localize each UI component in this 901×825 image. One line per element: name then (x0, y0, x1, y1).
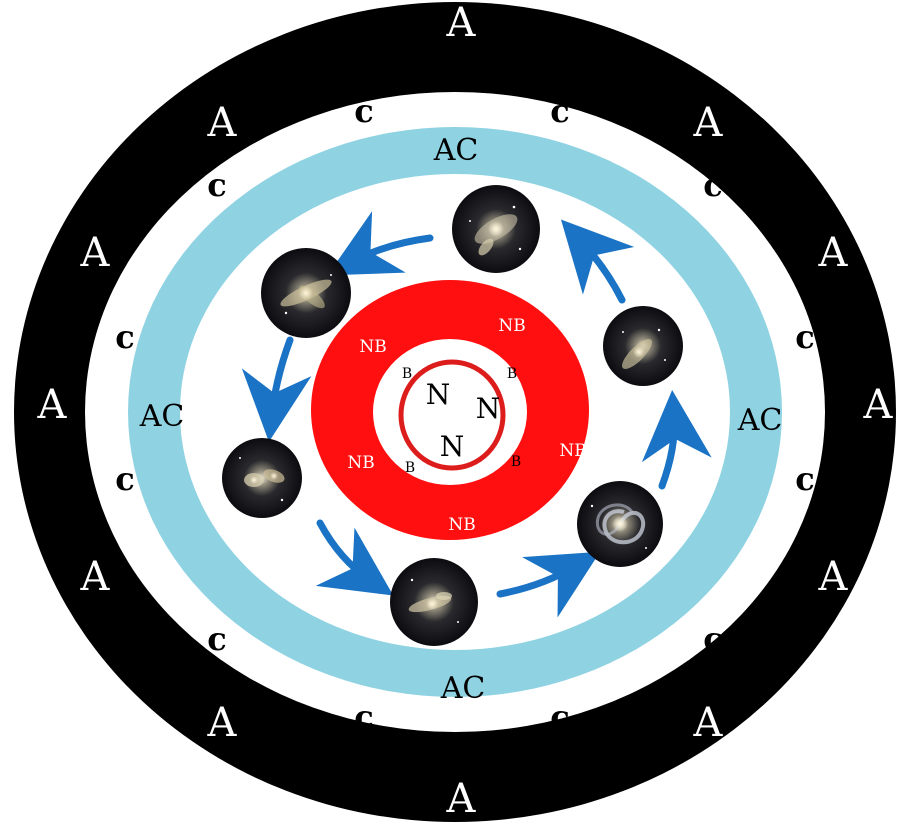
label-nb: NB (347, 453, 374, 473)
n-labels: N N N (426, 378, 501, 463)
label-b: B (405, 460, 415, 476)
label-b: B (511, 454, 521, 470)
arrow-icon (496, 551, 601, 618)
b-labels: B B B B (402, 366, 521, 476)
label-a: A (693, 100, 724, 146)
label-n: N (426, 378, 451, 411)
arrow-icon (560, 219, 635, 304)
label-c: c (795, 318, 814, 356)
label-a: A (693, 700, 724, 746)
label-c: c (795, 460, 814, 498)
label-c: c (207, 620, 226, 658)
label-c: c (703, 620, 722, 658)
label-a: A (446, 776, 477, 822)
galaxy-1-icon (452, 185, 540, 273)
arrow-icon (327, 211, 434, 276)
label-nb: NB (359, 337, 386, 357)
label-a: A (80, 554, 111, 600)
galaxy-5-icon (577, 481, 663, 567)
galaxy-6-icon (390, 558, 478, 646)
label-a: A (80, 230, 111, 276)
ac-labels: AC AC AC AC (139, 133, 783, 706)
label-a: A (207, 700, 238, 746)
label-n: N (440, 430, 465, 463)
a-labels: A A A A A A A A A A A A (37, 0, 894, 822)
label-a: A (37, 382, 68, 428)
label-a: A (818, 554, 849, 600)
label-n: N (476, 392, 501, 425)
label-nb: NB (498, 316, 525, 336)
label-c: c (550, 698, 569, 736)
label-b: B (402, 366, 412, 382)
label-a: A (207, 100, 238, 146)
label-ac: AC (737, 403, 783, 438)
label-a: A (446, 0, 477, 46)
label-ac: AC (433, 133, 479, 168)
arrow-icon (641, 390, 712, 490)
label-c: c (207, 166, 226, 204)
label-c: c (550, 92, 569, 130)
label-a: A (863, 382, 894, 428)
galaxy-4-icon (222, 438, 302, 518)
galaxy-3-icon (603, 306, 683, 386)
label-c: c (354, 92, 373, 130)
label-c: c (703, 166, 722, 204)
label-a: A (818, 230, 849, 276)
label-ac: AC (440, 671, 486, 706)
cycle-arrows (241, 211, 712, 618)
label-c: c (115, 460, 134, 498)
label-nb: NB (448, 515, 475, 535)
label-ac: AC (139, 399, 185, 434)
arrow-icon (315, 519, 394, 596)
label-b: B (507, 366, 517, 382)
label-c: c (354, 698, 373, 736)
label-nb: NB (559, 441, 586, 461)
c-labels: c c c c c c c c c c c c (115, 92, 814, 736)
galaxy-2-icon (261, 248, 351, 338)
arrow-icon (241, 336, 312, 442)
nb-labels: NB NB NB NB NB (347, 316, 586, 535)
core-circle (398, 359, 506, 471)
label-c: c (115, 318, 134, 356)
